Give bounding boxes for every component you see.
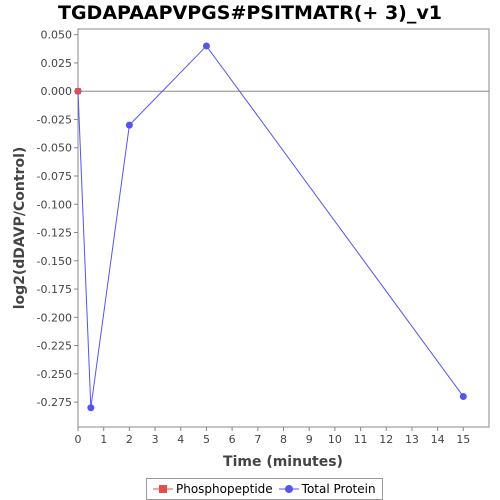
y-axis-title: log2(dDAVP/Control)	[12, 147, 28, 310]
y-tick-label: -0.175	[37, 283, 72, 296]
x-tick-label: 4	[177, 433, 184, 446]
legend: Phosphopeptide Total Protein	[146, 478, 383, 500]
plot-area	[77, 28, 490, 428]
series-layer	[74, 42, 467, 412]
legend-circle-marker-icon	[278, 485, 299, 493]
y-tick-label: -0.025	[37, 113, 72, 126]
x-axis-title: Time (minutes)	[223, 454, 343, 470]
x-tick-label: 8	[280, 433, 287, 446]
y-tick-label: 0.025	[41, 57, 73, 70]
data-point-total-protein	[125, 121, 133, 129]
legend-entry-total-protein: Total Protein	[278, 482, 376, 496]
data-point-total-protein	[87, 404, 95, 412]
y-tick-label: -0.275	[37, 396, 72, 409]
y-tick-label: -0.250	[37, 368, 72, 381]
y-tick-label: -0.225	[37, 340, 72, 353]
y-axis-ticks: 0.050 0.025 0.000 -0.025 -0.050 -0.075 -0.100 -…	[37, 29, 78, 409]
y-tick-label: -0.150	[37, 255, 72, 268]
x-tick-label: 9	[306, 433, 313, 446]
y-tick-label: 0.050	[41, 29, 73, 42]
x-tick-label: 1	[100, 433, 107, 446]
x-tick-label: 2	[126, 433, 133, 446]
x-tick-label: 5	[203, 433, 210, 446]
legend-entry-phosphopeptide: Phosphopeptide	[153, 482, 273, 496]
x-tick-label: 15	[456, 433, 470, 446]
data-point-total-protein	[202, 42, 210, 50]
x-tick-label: 6	[229, 433, 236, 446]
x-tick-label: 3	[152, 433, 159, 446]
legend-square-marker-icon	[153, 485, 173, 493]
x-tick-label: 13	[405, 433, 419, 446]
y-tick-label: -0.075	[37, 170, 72, 183]
y-tick-label: 0.000	[41, 85, 73, 98]
data-point-total-protein	[459, 392, 467, 400]
x-axis-ticks: 0 1 2 3 4 5 6 7 8 9 10 11 12 13 14 15	[75, 427, 470, 446]
legend-label-phosphopeptide: Phosphopeptide	[176, 482, 273, 496]
y-tick-label: -0.200	[37, 311, 72, 324]
y-tick-label: -0.100	[37, 198, 72, 211]
x-tick-label: 12	[379, 433, 393, 446]
x-tick-label: 0	[75, 433, 82, 446]
y-tick-label: -0.050	[37, 142, 72, 155]
data-point-phosphopeptide	[75, 88, 81, 95]
x-tick-label: 7	[254, 433, 261, 446]
y-tick-label: -0.125	[37, 227, 72, 240]
x-tick-label: 11	[354, 433, 368, 446]
x-tick-label: 14	[431, 433, 445, 446]
chart-title: TGDAPAAPVPGS#PSITMATR(+ 3)_v1	[58, 2, 442, 24]
legend-label-total-protein: Total Protein	[301, 482, 376, 496]
x-tick-label: 10	[328, 433, 342, 446]
